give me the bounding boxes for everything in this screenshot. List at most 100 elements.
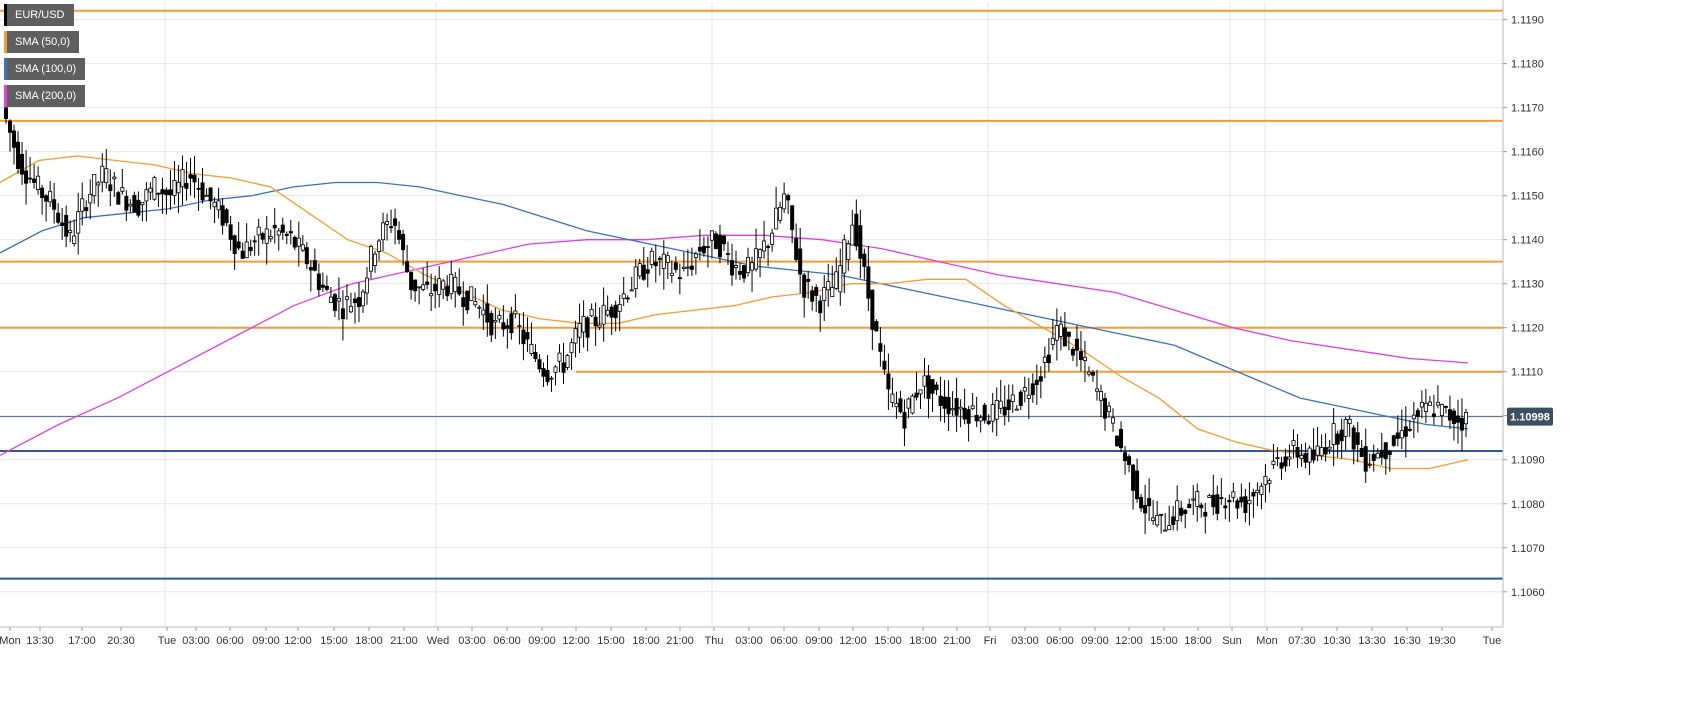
candle-body — [1123, 452, 1128, 462]
candle-body — [1070, 348, 1075, 356]
candle-body — [1111, 417, 1116, 424]
candle-body — [525, 332, 530, 340]
candle-body — [308, 267, 313, 271]
sma50-line — [0, 155, 1469, 470]
legend-item-sma50[interactable]: SMA (50,0) — [4, 31, 80, 53]
candle-body — [417, 286, 422, 289]
candle-body — [489, 312, 494, 336]
candle-body — [1291, 440, 1296, 446]
candle-body — [750, 262, 755, 271]
candlesticks — [4, 105, 1468, 535]
candle-body — [826, 281, 831, 291]
candle-body — [1363, 446, 1368, 472]
candle-body — [132, 194, 137, 213]
candle-body — [577, 323, 582, 338]
candle-body — [1391, 435, 1396, 446]
candle-body — [276, 230, 281, 236]
candle-body — [645, 269, 650, 274]
x-tick-label: 06:00 — [1046, 635, 1074, 647]
x-axis: Mon 13:30 17:00 20:30 Tue 03:00 06:00 09:00 12:0… — [0, 626, 1503, 647]
legend-label: SMA (100,0) — [15, 63, 77, 75]
candle-body — [465, 290, 470, 311]
candle-body — [1022, 387, 1027, 392]
candle-body — [252, 240, 257, 243]
candle-body — [665, 255, 670, 263]
y-tick-label: 1.1160 — [1511, 147, 1544, 159]
legend-label: EUR/USD — [15, 9, 65, 21]
candle-body — [1235, 500, 1240, 509]
candle-body — [1199, 504, 1204, 509]
sma100-line — [0, 181, 1469, 430]
candle-body — [641, 264, 646, 280]
candle-body — [449, 274, 454, 295]
candle-body — [1439, 404, 1444, 416]
legend-item-eurusd[interactable]: EUR/USD — [4, 4, 74, 26]
x-tick-label: 15:00 — [874, 635, 902, 647]
candle-body — [1175, 500, 1180, 522]
candle-body — [220, 205, 225, 226]
candle-body — [950, 408, 955, 411]
candle-body — [1026, 394, 1031, 399]
x-tick-label: 21:00 — [390, 635, 418, 647]
candle-body — [212, 201, 217, 208]
x-tick-label: 03:00 — [1011, 635, 1039, 647]
x-tick-label: 21:00 — [943, 635, 971, 647]
candle-body — [373, 253, 378, 266]
price-tag-box — [1507, 407, 1553, 426]
candle-body — [994, 399, 999, 420]
candle-body — [192, 174, 197, 183]
candle-body — [1103, 398, 1108, 419]
candle-body — [830, 287, 835, 297]
y-tick-label: 1.1150 — [1511, 191, 1544, 203]
candle-body — [92, 173, 97, 197]
y-tick-label: 1.1170 — [1511, 103, 1544, 115]
candle-body — [240, 250, 245, 259]
legend-item-sma200[interactable]: SMA (200,0) — [4, 85, 86, 107]
candle-body — [1287, 456, 1292, 460]
candle-body — [974, 415, 979, 422]
candle-body — [1375, 452, 1380, 459]
candle-body — [104, 168, 109, 184]
x-tick-label: 09:00 — [252, 635, 280, 647]
candle-body — [1086, 371, 1091, 375]
candle-body — [878, 343, 883, 352]
candle-body — [320, 284, 325, 288]
candle-body — [497, 315, 502, 320]
candle-body — [517, 325, 522, 328]
candle-body — [228, 224, 233, 240]
candle-body — [312, 260, 317, 271]
candle-body — [1415, 410, 1420, 417]
candle-body — [822, 287, 827, 301]
candle-body — [505, 325, 510, 329]
candle-body — [609, 306, 614, 318]
x-tick-label: 09:00 — [1081, 635, 1109, 647]
candle-body — [128, 203, 133, 207]
candle-body — [1311, 449, 1316, 461]
candle-body — [649, 250, 654, 265]
candle-body — [509, 313, 514, 334]
legend-swatch — [4, 58, 7, 80]
x-tick-label: 06:00 — [216, 635, 244, 647]
candle-body — [300, 244, 305, 251]
candle-body — [200, 182, 205, 201]
candle-body — [681, 266, 686, 269]
candle-body — [894, 403, 899, 408]
candle-body — [324, 285, 329, 290]
x-tick-label: 18:00 — [632, 635, 660, 647]
candle-body — [1443, 405, 1448, 408]
candle-body — [914, 392, 919, 398]
candle-body — [1042, 356, 1047, 363]
x-tick-label: Sun — [1222, 635, 1242, 647]
candle-body — [1351, 427, 1356, 450]
candle-body — [1427, 401, 1432, 406]
candle-body — [397, 230, 402, 240]
candle-body — [1139, 497, 1144, 509]
candle-body — [1315, 445, 1320, 456]
candle-body — [1187, 503, 1192, 509]
legend-item-sma100[interactable]: SMA (100,0) — [4, 58, 86, 80]
x-tick-label: 09:00 — [528, 635, 556, 647]
candle-body — [204, 194, 209, 197]
candle-body — [140, 201, 145, 206]
candle-body — [1066, 331, 1071, 337]
